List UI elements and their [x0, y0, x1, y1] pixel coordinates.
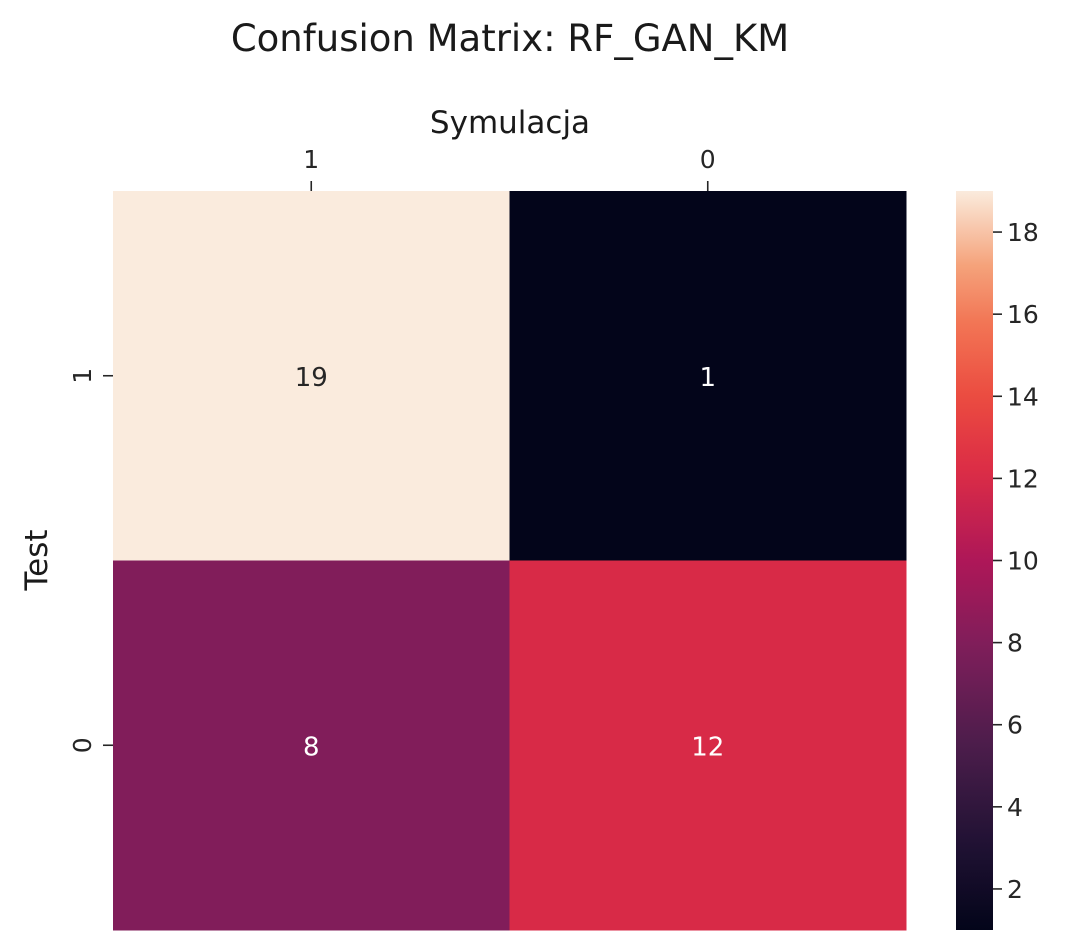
colorbar: 2 4 6 8 10 12 14 16 18	[956, 191, 1039, 930]
colorbar-tick-label-5: 12	[1007, 464, 1039, 493]
colorbar-tick-label-7: 16	[1007, 300, 1039, 329]
colorbar-tick-label-4: 10	[1007, 547, 1039, 576]
colorbar-tick-label-6: 14	[1007, 382, 1039, 411]
y-axis-label: Test	[19, 529, 55, 591]
y-tick-label-0: 1	[68, 368, 97, 384]
x-axis-label: Symulacja	[430, 105, 590, 141]
x-tick-label-1: 0	[700, 145, 716, 174]
heatmap-cell-r1-c0	[113, 560, 510, 931]
chart-title: Confusion Matrix: RF_GAN_KM	[231, 17, 789, 60]
heatmap-cells	[113, 191, 907, 931]
colorbar-tick-label-2: 6	[1007, 711, 1023, 740]
y-axis-ticks: 10	[68, 368, 113, 753]
colorbar-tick-label-8: 18	[1007, 218, 1039, 247]
cell-value-label-r1-c0: 8	[303, 732, 320, 762]
colorbar-tick-label-3: 8	[1007, 629, 1023, 658]
y-tick-label-1: 0	[68, 737, 97, 753]
colorbar-tick-label-0: 2	[1007, 875, 1023, 904]
cell-value-label-r0-c0: 19	[295, 363, 328, 393]
heatmap-cell-r1-c1	[509, 560, 907, 931]
cell-value-label-r1-c1: 12	[691, 732, 724, 762]
cell-value-label-r0-c1: 1	[699, 363, 716, 393]
colorbar-gradient	[956, 191, 993, 930]
heatmap-cell-r0-c1	[509, 191, 907, 561]
cell-annotations: 19 1 8 12	[295, 363, 725, 763]
colorbar-tick-label-1: 4	[1007, 793, 1023, 822]
heatmap-cell-r0-c0	[113, 191, 510, 561]
x-tick-label-0: 1	[303, 145, 319, 174]
